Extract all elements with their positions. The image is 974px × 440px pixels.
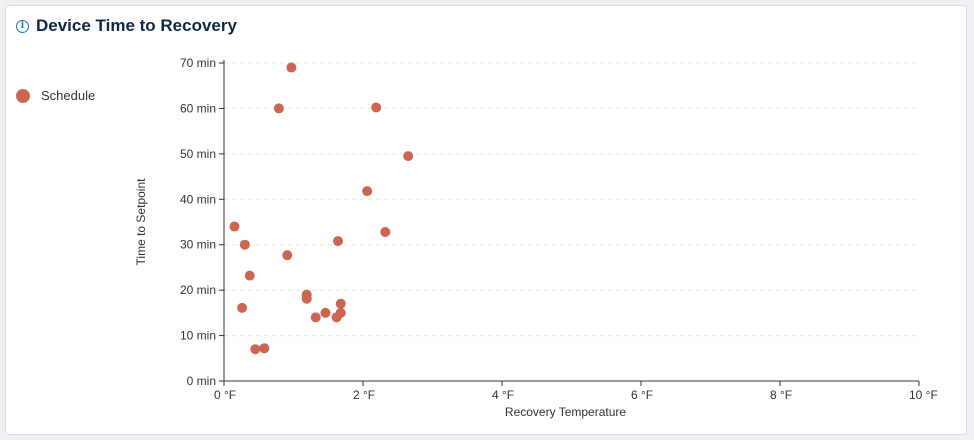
card-header: i Device Time to Recovery	[16, 16, 237, 36]
data-point[interactable]	[286, 62, 297, 73]
info-icon[interactable]: i	[16, 19, 29, 33]
y-tick-label: 10 min	[180, 329, 216, 343]
chart-legend[interactable]: Schedule	[16, 88, 95, 103]
x-tick-label: 10 °F	[909, 388, 938, 402]
x-axis-title: Recovery Temperature	[505, 405, 626, 419]
data-point[interactable]	[335, 298, 346, 309]
data-point[interactable]	[301, 293, 312, 304]
data-point[interactable]	[239, 239, 250, 250]
data-point[interactable]	[335, 307, 346, 318]
data-point[interactable]	[380, 226, 391, 237]
y-tick-label: 30 min	[180, 238, 216, 252]
data-point[interactable]	[237, 302, 248, 313]
y-tick-label: 40 min	[180, 192, 216, 206]
legend-label: Schedule	[41, 88, 96, 103]
chart-card: i Device Time to Recovery Schedule	[5, 5, 967, 435]
x-tick-label: 4 °F	[492, 388, 514, 402]
legend-marker	[16, 88, 30, 103]
x-tick-label: 6 °F	[631, 388, 653, 402]
x-tick-label: 8 °F	[770, 388, 792, 402]
y-tick-label: 0 min	[187, 374, 216, 388]
data-point[interactable]	[371, 102, 382, 113]
data-point[interactable]	[362, 186, 373, 197]
data-point[interactable]	[250, 344, 261, 355]
x-tick-label: 0 °F	[214, 388, 236, 402]
data-point[interactable]	[229, 221, 240, 232]
data-point[interactable]	[332, 236, 343, 247]
y-axis-title: Time to Setpoint	[134, 178, 148, 266]
card-title: Device Time to Recovery	[36, 16, 237, 35]
y-tick-label: 70 min	[180, 56, 216, 70]
y-tick-label: 60 min	[180, 101, 216, 115]
x-tick-label: 2 °F	[353, 388, 375, 402]
data-point[interactable]	[320, 307, 331, 318]
data-point[interactable]	[403, 151, 414, 162]
y-tick-label: 20 min	[180, 283, 216, 297]
data-point[interactable]	[244, 270, 255, 281]
data-point[interactable]	[259, 343, 270, 354]
data-point[interactable]	[310, 312, 321, 323]
y-tick-label: 50 min	[180, 147, 216, 161]
data-point[interactable]	[282, 250, 293, 261]
data-point[interactable]	[273, 103, 284, 114]
